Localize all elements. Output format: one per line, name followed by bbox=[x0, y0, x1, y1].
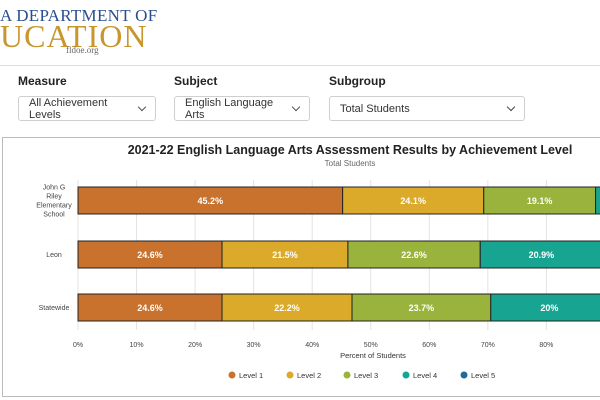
legend-item-label[interactable]: Level 5 bbox=[471, 371, 495, 380]
bar-segment[interactable] bbox=[490, 293, 600, 322]
bar-segment[interactable] bbox=[77, 186, 344, 215]
header-divider bbox=[0, 65, 600, 66]
logo-url-text: fldoe.org bbox=[66, 45, 99, 55]
x-tick-label: 40% bbox=[305, 342, 319, 349]
bar-data-label: 45.2% bbox=[198, 196, 224, 206]
x-tick-label: 20% bbox=[188, 342, 202, 349]
legend-item-label[interactable]: Level 1 bbox=[239, 371, 263, 380]
subject-label: Subject bbox=[174, 74, 218, 88]
logo-department-text: A DEPARTMENT OF bbox=[0, 6, 158, 25]
x-tick-label: 10% bbox=[130, 342, 144, 349]
x-tick-label: 0% bbox=[73, 342, 83, 349]
legend-swatch bbox=[460, 371, 468, 379]
category-label: Statewide bbox=[39, 305, 70, 312]
bar-segment[interactable] bbox=[342, 186, 485, 215]
subgroup-select[interactable]: Total Students bbox=[329, 96, 525, 121]
subject-select[interactable]: English Language Arts bbox=[174, 96, 310, 121]
x-tick-label: 30% bbox=[247, 342, 261, 349]
measure-select-value: All Achievement Levels bbox=[29, 96, 108, 121]
bar-data-label: 24.6% bbox=[137, 250, 163, 260]
subject-select-value: English Language Arts bbox=[185, 96, 274, 121]
measure-select[interactable]: All Achievement Levels bbox=[18, 96, 156, 121]
bar-segment[interactable] bbox=[347, 240, 481, 269]
bar-data-label: 24.1% bbox=[400, 196, 426, 206]
legend-swatch bbox=[286, 371, 294, 379]
legend-swatch bbox=[402, 371, 410, 379]
subject-filter: Subject English Language Arts bbox=[174, 74, 310, 121]
x-tick-label: 50% bbox=[364, 342, 378, 349]
logo-education-text: UCATION bbox=[0, 18, 148, 54]
bar-data-label: 20.9% bbox=[529, 250, 555, 260]
category-label: School bbox=[43, 212, 65, 219]
legend-swatch bbox=[343, 371, 351, 379]
bar-segment[interactable] bbox=[479, 240, 600, 269]
x-tick-label: 70% bbox=[481, 342, 495, 349]
bar-data-label: 21.5% bbox=[272, 250, 298, 260]
chart-subtitle: Total Students bbox=[324, 159, 376, 168]
category-label: John G bbox=[43, 185, 66, 192]
bar-segment[interactable] bbox=[483, 186, 597, 215]
fldoe-logo[interactable]: A DEPARTMENT OF UCATION fldoe.org bbox=[0, 0, 157, 62]
x-axis-title: Percent of Students bbox=[340, 351, 406, 360]
bar-data-label: 22.2% bbox=[274, 303, 300, 313]
measure-filter: Measure All Achievement Levels bbox=[18, 74, 156, 121]
bar-data-label: 19.1% bbox=[527, 196, 553, 206]
category-label: Elementary bbox=[36, 203, 72, 210]
measure-label: Measure bbox=[18, 74, 67, 88]
legend-item-label[interactable]: Level 2 bbox=[297, 371, 321, 380]
bar-data-label: 20% bbox=[540, 303, 558, 313]
subgroup-filter: Subgroup Total Students bbox=[329, 74, 525, 121]
legend-swatch bbox=[228, 371, 236, 379]
chart-title: 2021-22 English Language Arts Assessment… bbox=[127, 143, 573, 157]
subgroup-label: Subgroup bbox=[329, 74, 386, 88]
bar-data-label: 22.6% bbox=[401, 250, 427, 260]
bar-segment[interactable] bbox=[77, 293, 223, 322]
bar-data-label: 23.7% bbox=[409, 303, 435, 313]
x-tick-label: 80% bbox=[539, 342, 553, 349]
x-tick-label: 60% bbox=[422, 342, 436, 349]
bar-segment[interactable] bbox=[221, 293, 353, 322]
category-label: Leon bbox=[46, 252, 62, 259]
category-label: Riley bbox=[46, 194, 62, 201]
legend-item-label[interactable]: Level 4 bbox=[413, 371, 437, 380]
bar-segment[interactable] bbox=[221, 240, 349, 269]
legend-item-label[interactable]: Level 3 bbox=[354, 371, 378, 380]
bar-segment[interactable] bbox=[595, 186, 600, 215]
subgroup-select-value: Total Students bbox=[340, 102, 410, 115]
bar-data-label: 24.6% bbox=[137, 303, 163, 313]
